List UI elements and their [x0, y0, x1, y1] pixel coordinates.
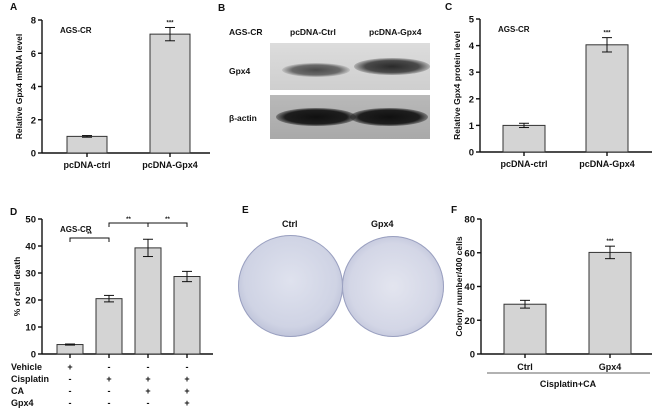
comparison-bracket [108, 222, 149, 227]
y-tick-label: 0 [469, 148, 474, 159]
significance-marker: ** [165, 217, 170, 223]
x-tick-label: pcDNA-Gpx4 [142, 160, 198, 170]
condition-value: + [106, 374, 111, 384]
chart-panel-a: A 0 2 4 6 8 Relative Gpx4 mRNA level AGS-CR *** p… [10, 2, 210, 170]
significance-marker: *** [606, 239, 614, 245]
comparison-bracket [147, 222, 188, 227]
cell-line-annotation: AGS-CR [60, 26, 92, 35]
y-tick-label: 2 [469, 94, 474, 105]
bar [502, 124, 546, 153]
significance-marker: ** [87, 232, 92, 238]
dish-label-ctrl: Ctrl [282, 219, 298, 229]
colony-dish-gpx4 [342, 236, 444, 337]
colony-dish-ctrl [238, 235, 343, 337]
x-tick-label: pcDNA-ctrl [500, 159, 547, 169]
condition-value: - [69, 374, 72, 384]
condition-value: - [147, 398, 150, 408]
panel-label: B [218, 3, 225, 14]
y-tick-label: 30 [25, 269, 36, 280]
condition-value: + [145, 374, 150, 384]
panel-label: C [445, 2, 452, 13]
y-axis-label: Relative Gpx4 mRNA level [14, 34, 24, 140]
panel-label: F [451, 205, 457, 216]
condition-label: CA [11, 386, 24, 396]
condition-value: - [69, 398, 72, 408]
x-tick-label: Ctrl [517, 362, 533, 372]
comparison-bracket [69, 237, 110, 242]
y-tick-label: 3 [469, 68, 474, 79]
blot-header-ctrl: pcDNA-Ctrl [290, 27, 336, 37]
y-tick-label: 0 [470, 350, 475, 361]
panel-label: E [242, 205, 249, 216]
y-tick-label: 20 [464, 316, 475, 327]
y-tick-label: 80 [464, 215, 475, 226]
y-tick-label: 2 [31, 115, 36, 126]
condition-label: Gpx4 [11, 398, 34, 408]
dish-label-gpx4: Gpx4 [371, 219, 394, 229]
bar [585, 44, 629, 153]
y-tick-label: 60 [464, 248, 475, 259]
condition-label: Vehicle [11, 362, 42, 372]
y-tick-label: 40 [464, 282, 475, 293]
significance-marker: ** [126, 217, 131, 223]
cell-line-annotation: AGS-CR [498, 25, 530, 34]
bar [66, 135, 108, 154]
condition-value: + [184, 374, 189, 384]
y-tick-label: 20 [25, 296, 36, 307]
y-tick-label: 6 [31, 49, 36, 60]
condition-value: - [186, 362, 189, 372]
cell-line-annotation: AGS-CR [60, 225, 92, 234]
x-tick-label: Gpx4 [599, 362, 622, 372]
condition-value: + [67, 362, 72, 372]
condition-value: + [145, 386, 150, 396]
y-tick-label: 5 [469, 15, 475, 26]
blot-gpx4 [270, 43, 430, 90]
bar [95, 298, 123, 355]
panel-label: A [10, 2, 17, 13]
y-axis-label: Colony number/400 cells [454, 236, 464, 336]
significance-marker: *** [166, 20, 174, 26]
condition-value: - [69, 386, 72, 396]
condition-value: - [147, 362, 150, 372]
bar [149, 33, 191, 154]
y-tick-label: 1 [469, 121, 475, 132]
y-tick-label: 4 [469, 41, 475, 52]
chart-panel-c: C 0 1 2 3 4 5 Relative Gpx4 protein level AGS-CR… [445, 2, 652, 169]
condition-value: + [184, 386, 189, 396]
panel-label: D [10, 207, 17, 218]
y-tick-label: 4 [31, 82, 37, 93]
condition-value: + [184, 398, 189, 408]
bar [56, 344, 84, 355]
condition-value: - [108, 398, 111, 408]
x-tick-label: pcDNA-Gpx4 [579, 159, 635, 169]
x-axis-label: Cisplatin+CA [540, 379, 597, 389]
y-axis-label: % of cell death [12, 257, 22, 317]
blot-row-gpx4: Gpx4 [229, 66, 251, 76]
blot-header-cell-line: AGS-CR [229, 27, 263, 37]
y-tick-label: 40 [25, 242, 36, 253]
bar [134, 247, 162, 355]
blot-row-actin: β-actin [229, 113, 257, 123]
y-tick-label: 10 [25, 323, 36, 334]
y-tick-label: 8 [31, 16, 36, 27]
condition-value: - [108, 362, 111, 372]
condition-value: - [108, 386, 111, 396]
blot-actin [270, 95, 430, 139]
y-tick-label: 0 [31, 350, 36, 361]
bar [503, 303, 547, 355]
bar [588, 251, 632, 355]
blot-header-gpx4: pcDNA-Gpx4 [369, 27, 422, 37]
bar [173, 276, 201, 355]
significance-marker: *** [603, 31, 611, 37]
y-axis-label: Relative Gpx4 protein level [452, 31, 462, 140]
condition-label: Cisplatin [11, 374, 49, 384]
x-tick-label: pcDNA-ctrl [63, 160, 110, 170]
y-tick-label: 0 [31, 149, 36, 160]
y-tick-label: 50 [25, 215, 36, 226]
